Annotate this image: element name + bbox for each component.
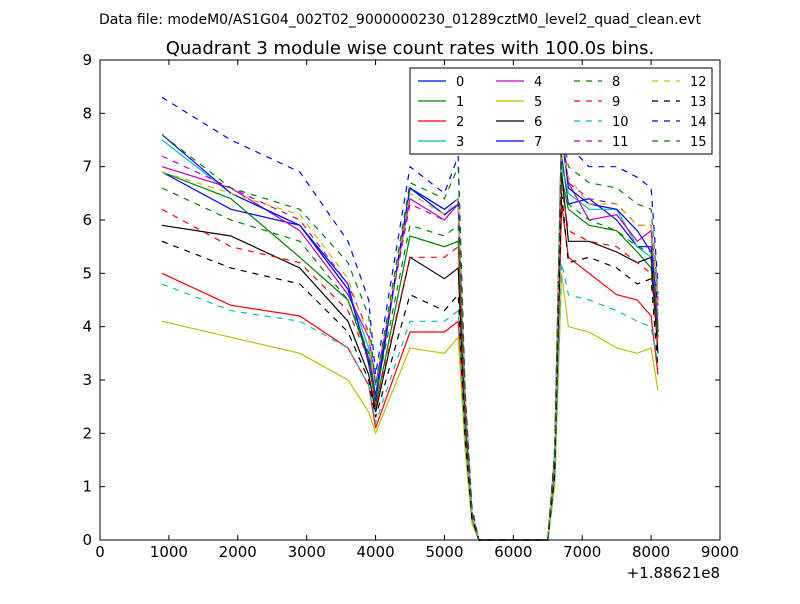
- legend-label-10: 10: [612, 115, 629, 130]
- legend-label-12: 12: [690, 75, 707, 90]
- series-line-14: [161, 96, 659, 541]
- legend-label-15: 15: [690, 135, 707, 150]
- y-tick-label: 1: [82, 478, 92, 496]
- legend-label-13: 13: [690, 95, 707, 110]
- x-axis-offset-label: +1.88621e8: [627, 564, 720, 582]
- legend-label-0: 0: [456, 75, 464, 90]
- legend-label-6: 6: [534, 115, 542, 130]
- x-tick-label: 5000: [425, 543, 463, 561]
- legend-label-14: 14: [690, 115, 707, 130]
- x-tick-label: 1000: [150, 543, 188, 561]
- series-line-7: [161, 134, 659, 541]
- x-tick-label: 0: [95, 543, 105, 561]
- series-line-13: [161, 193, 659, 541]
- series-line-12: [161, 145, 659, 541]
- y-tick-label: 5: [82, 264, 92, 282]
- series-line-2: [161, 203, 659, 541]
- legend-label-7: 7: [534, 135, 542, 150]
- legend-label-3: 3: [456, 135, 464, 150]
- y-tick-label: 3: [82, 371, 92, 389]
- series-line-15: [161, 123, 659, 541]
- x-tick-label: 7000: [563, 543, 601, 561]
- legend-label-5: 5: [534, 95, 542, 110]
- legend-label-2: 2: [456, 115, 464, 130]
- y-tick-label: 8: [82, 104, 92, 122]
- series-line-5: [161, 273, 659, 541]
- legend-label-8: 8: [612, 75, 620, 90]
- legend-box: [409, 67, 713, 155]
- y-tick-label: 7: [82, 158, 92, 176]
- y-tick-label: 4: [82, 318, 92, 336]
- plot-area: 0 1000 2000 3000 4000 5000 6000 7000 8000 9000012…: [82, 51, 739, 561]
- legend-label-11: 11: [612, 135, 629, 150]
- y-tick-label: 2: [82, 424, 92, 442]
- x-tick-label: 3000: [288, 543, 326, 561]
- x-tick-label: 8000: [632, 543, 670, 561]
- y-tick-label: 6: [82, 211, 92, 229]
- x-tick-label: 6000: [494, 543, 532, 561]
- x-tick-label: 2000: [219, 543, 257, 561]
- legend-label-4: 4: [534, 75, 542, 90]
- figure-suptitle: Data file: modeM0/AS1G04_002T02_90000002…: [99, 12, 701, 28]
- series-line-10: [161, 262, 659, 541]
- chart-title: Quadrant 3 module wise count rates with …: [166, 38, 655, 59]
- legend-label-9: 9: [612, 95, 620, 110]
- y-tick-label: 0: [82, 531, 92, 549]
- x-tick-label: 9000: [701, 543, 739, 561]
- x-tick-label: 4000: [356, 543, 394, 561]
- legend-label-1: 1: [456, 95, 464, 110]
- axes-frame: [99, 59, 721, 541]
- y-tick-label: 9: [82, 51, 92, 69]
